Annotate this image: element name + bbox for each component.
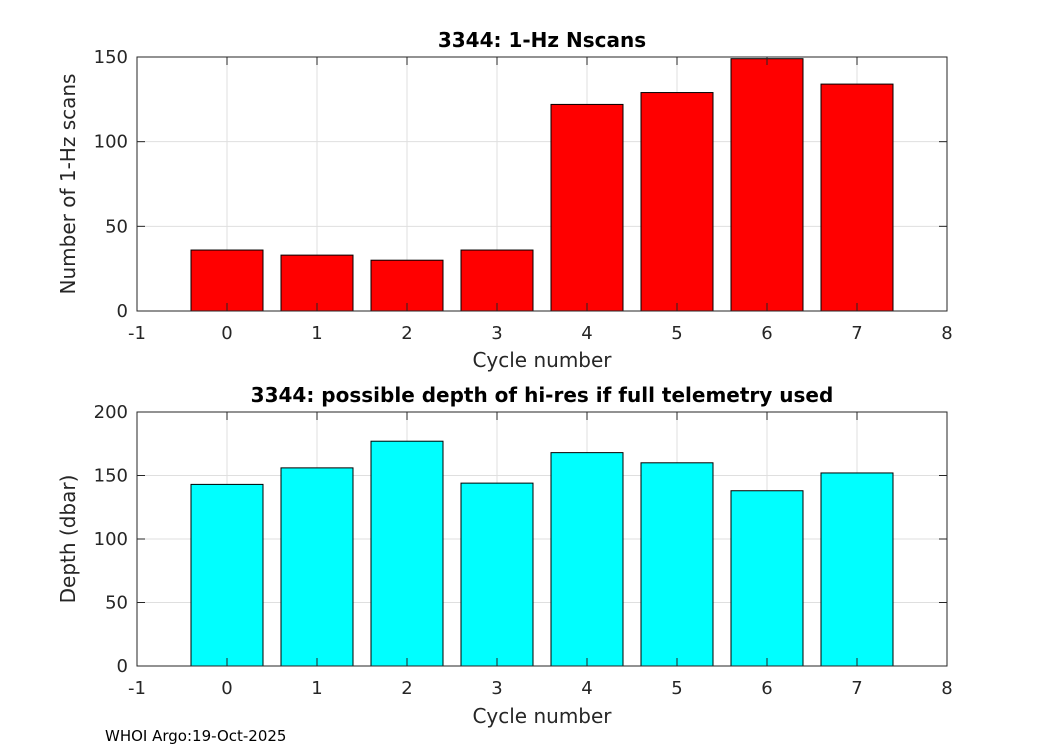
- bar: [370, 259, 444, 312]
- y-tick-label: 150: [94, 47, 128, 68]
- bar: [640, 92, 714, 312]
- y-tick-label: 0: [117, 656, 128, 677]
- x-tick-label: 4: [581, 678, 592, 699]
- x-tick-label: 1: [311, 678, 322, 699]
- y-tick-label: 150: [94, 466, 128, 487]
- y-tick-label: 0: [117, 301, 128, 322]
- x-axis-label: Cycle number: [472, 704, 612, 728]
- x-tick-label: 2: [401, 678, 412, 699]
- y-axis-label: Number of 1-Hz scans: [56, 74, 80, 295]
- x-tick-label: 6: [761, 323, 772, 344]
- x-tick-label: 3: [491, 323, 502, 344]
- y-tick-label: 100: [94, 132, 128, 153]
- y-tick-label: 50: [105, 216, 128, 237]
- bar: [820, 472, 894, 667]
- y-tick-label: 200: [94, 402, 128, 423]
- y-tick-label: 50: [105, 593, 128, 614]
- y-axis-label: Depth (dbar): [56, 475, 80, 604]
- x-tick-label: -1: [128, 678, 146, 699]
- x-tick-label: 5: [671, 323, 682, 344]
- bar: [730, 58, 804, 312]
- chart-title: 3344: 1-Hz Nscans: [438, 28, 646, 52]
- bar: [460, 249, 534, 312]
- x-tick-label: 1: [311, 323, 322, 344]
- x-tick-label: 2: [401, 323, 412, 344]
- bar: [280, 467, 354, 667]
- x-tick-label: 0: [221, 323, 232, 344]
- x-tick-label: 6: [761, 678, 772, 699]
- bar: [190, 249, 264, 312]
- x-tick-label: 7: [851, 323, 862, 344]
- x-tick-label: 8: [941, 323, 952, 344]
- x-tick-label: 3: [491, 678, 502, 699]
- x-tick-label: 5: [671, 678, 682, 699]
- bar: [730, 490, 804, 667]
- axes-box: [136, 56, 948, 312]
- chart-title: 3344: possible depth of hi-res if full t…: [251, 383, 834, 407]
- y-tick-label: 100: [94, 529, 128, 550]
- x-tick-label: 4: [581, 323, 592, 344]
- x-tick-label: 7: [851, 678, 862, 699]
- bar: [190, 483, 264, 667]
- bar: [550, 103, 624, 312]
- footer-credit: WHOI Argo:19-Oct-2025: [105, 727, 286, 745]
- plot-area: [137, 57, 947, 311]
- x-tick-label: 0: [221, 678, 232, 699]
- bar: [460, 482, 534, 667]
- bar: [370, 440, 444, 667]
- bar: [280, 254, 354, 312]
- x-axis-label: Cycle number: [472, 348, 612, 372]
- x-tick-label: -1: [128, 323, 146, 344]
- bar: [550, 452, 624, 667]
- bar: [820, 83, 894, 312]
- x-tick-label: 8: [941, 678, 952, 699]
- bar: [640, 462, 714, 667]
